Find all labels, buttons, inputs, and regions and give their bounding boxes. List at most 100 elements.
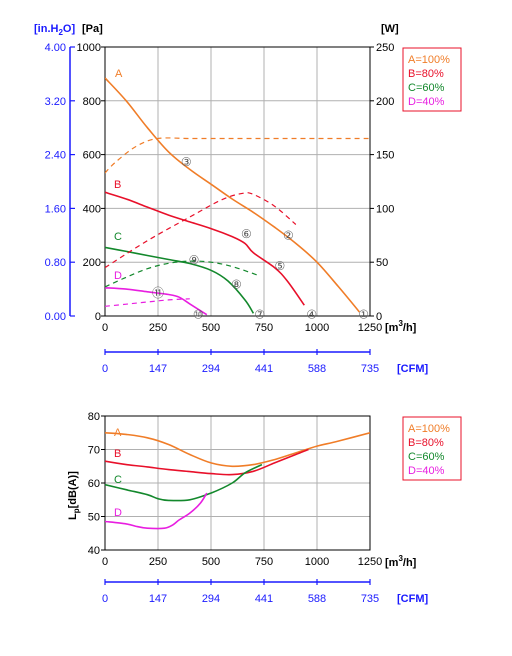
w-tick-label: 100 bbox=[376, 203, 394, 215]
pa-tick-label: 800 bbox=[83, 96, 101, 108]
x-tick-label: 1250 bbox=[358, 322, 382, 334]
operating-point-marker: ⑧ bbox=[231, 277, 242, 291]
top-legend-c: C=60% bbox=[408, 82, 445, 94]
pa-tick-label: 0 bbox=[95, 311, 101, 323]
top-curves bbox=[105, 77, 370, 316]
top-legend-b: B=80% bbox=[408, 68, 444, 80]
x-tick-label: 1000 bbox=[305, 556, 329, 568]
x-tick-label: 0 bbox=[102, 322, 108, 334]
operating-point-marker: ⑦ bbox=[254, 308, 265, 322]
series-a-noise-line bbox=[105, 432, 370, 468]
series-b-power-line bbox=[105, 192, 297, 269]
top-axis-unit-pa: [Pa] bbox=[82, 23, 103, 35]
top-cfm-ticks: 0 147 294 441 588 735 bbox=[102, 349, 379, 375]
series-b-noise-line bbox=[105, 448, 309, 476]
db-tick-label: 80 bbox=[88, 411, 100, 423]
cfm-tick-label: 294 bbox=[202, 363, 220, 375]
bottom-y-axis-label: Lp[dB(A)] bbox=[67, 471, 81, 520]
w-tick-label: 0 bbox=[376, 311, 382, 323]
inh2o-tick-label: 2.40 bbox=[45, 150, 66, 162]
cfm-tick-label: 441 bbox=[255, 593, 273, 605]
x-tick-label: 250 bbox=[149, 556, 167, 568]
bottom-legend-c: C=60% bbox=[408, 451, 445, 463]
top-legend: A=100% B=80% C=60% D=40% bbox=[402, 47, 462, 112]
curve-label-d: D bbox=[114, 507, 122, 519]
x-tick-label: 0 bbox=[102, 556, 108, 568]
top-inh2o-ticks: 4.00 3.20 2.40 1.60 0.80 0.00 bbox=[45, 42, 75, 323]
db-tick-label: 40 bbox=[88, 545, 100, 557]
cfm-tick-label: 735 bbox=[361, 363, 379, 375]
bottom-axis-unit-m3h: [m3/h] bbox=[385, 554, 417, 569]
inh2o-tick-label: 3.20 bbox=[45, 96, 66, 108]
operating-point-marker: ⑩ bbox=[193, 308, 204, 322]
operating-point-marker: ⑪ bbox=[152, 286, 164, 300]
curve-label-b: B bbox=[114, 179, 121, 191]
operating-point-marker: ④ bbox=[306, 308, 317, 322]
curve-label-d: D bbox=[114, 270, 122, 282]
series-c-pressure-line bbox=[105, 246, 255, 314]
inh2o-tick-label: 0.80 bbox=[45, 257, 66, 269]
x-tick-label: 1000 bbox=[305, 322, 329, 334]
db-tick-label: 60 bbox=[88, 478, 100, 490]
cfm-tick-label: 588 bbox=[308, 363, 326, 375]
series-c-power-line bbox=[105, 260, 258, 288]
series-d-noise-line bbox=[105, 492, 208, 530]
series-b-pressure-line bbox=[105, 191, 305, 306]
bottom-grid bbox=[105, 416, 370, 550]
operating-point-marker: ⑤ bbox=[275, 259, 286, 273]
cfm-tick-label: 735 bbox=[361, 593, 379, 605]
curve-label-a: A bbox=[115, 68, 123, 80]
top-curve-labels: A B C D bbox=[114, 68, 123, 282]
db-tick-label: 70 bbox=[88, 445, 100, 457]
bottom-curve-labels: AB C D bbox=[114, 427, 122, 519]
operating-point-marker: ① bbox=[358, 308, 369, 322]
inh2o-tick-label: 4.00 bbox=[45, 42, 66, 54]
pa-tick-label: 200 bbox=[83, 257, 101, 269]
bottom-cfm-unit: [CFM] bbox=[397, 593, 428, 605]
w-tick-label: 250 bbox=[376, 42, 394, 54]
top-axis-unit-w: [W] bbox=[381, 23, 399, 35]
pa-tick-label: 1000 bbox=[77, 42, 101, 54]
cfm-tick-label: 294 bbox=[202, 593, 220, 605]
curve-label-c: C bbox=[114, 474, 122, 486]
bottom-legend-d: D=40% bbox=[408, 465, 445, 477]
bottom-cfm-ticks: 0 147 294 441 588 735 bbox=[102, 579, 379, 605]
operating-point-marker: ⑥ bbox=[241, 227, 252, 241]
x-tick-label: 500 bbox=[202, 556, 220, 568]
inh2o-tick-label: 1.60 bbox=[45, 203, 66, 215]
w-tick-label: 200 bbox=[376, 96, 394, 108]
x-tick-label: 500 bbox=[202, 322, 220, 334]
series-a-pressure-line bbox=[105, 77, 361, 313]
bottom-legend-b: B=80% bbox=[408, 437, 444, 449]
curve-label-b: B bbox=[114, 448, 121, 460]
cfm-tick-label: 147 bbox=[149, 593, 167, 605]
operating-point-marker: ② bbox=[283, 228, 294, 242]
bottom-ticks: 0 250 500 750 1000 1250 80 70 60 50 40 bbox=[88, 411, 382, 568]
series-d-power-line bbox=[105, 298, 190, 307]
series-a-power-line bbox=[105, 137, 370, 174]
bottom-legend-box bbox=[402, 416, 462, 481]
pa-tick-label: 600 bbox=[83, 150, 101, 162]
top-markers: ① ② ③ ④ ⑤ ⑥ ⑦ ⑧ ⑨ ⑩ ⑪ bbox=[152, 155, 369, 322]
bottom-legend: A=100% B=80% C=60% D=40% bbox=[402, 416, 462, 481]
operating-point-marker: ⑨ bbox=[189, 253, 200, 267]
bottom-legend-a: A=100% bbox=[408, 423, 450, 435]
x-tick-label: 1250 bbox=[358, 556, 382, 568]
series-c-noise-line bbox=[105, 463, 263, 502]
bottom-curves bbox=[105, 432, 370, 530]
bottom-chart: 0 250 500 750 1000 1250 80 70 60 50 40 Lp[dB(A)] A… bbox=[67, 411, 462, 605]
top-legend-d: D=40% bbox=[408, 96, 445, 108]
top-legend-box bbox=[402, 47, 462, 112]
top-cfm-unit: [CFM] bbox=[397, 363, 428, 375]
x-tick-label: 750 bbox=[255, 556, 273, 568]
cfm-tick-label: 147 bbox=[149, 363, 167, 375]
cfm-tick-label: 0 bbox=[102, 593, 108, 605]
top-legend-a: A=100% bbox=[408, 54, 450, 66]
top-plot-frame bbox=[104, 46, 371, 317]
top-axis-unit-inh2o: [in.H2O] bbox=[34, 23, 75, 37]
curve-label-a: A bbox=[114, 427, 122, 439]
cfm-tick-label: 0 bbox=[102, 363, 108, 375]
